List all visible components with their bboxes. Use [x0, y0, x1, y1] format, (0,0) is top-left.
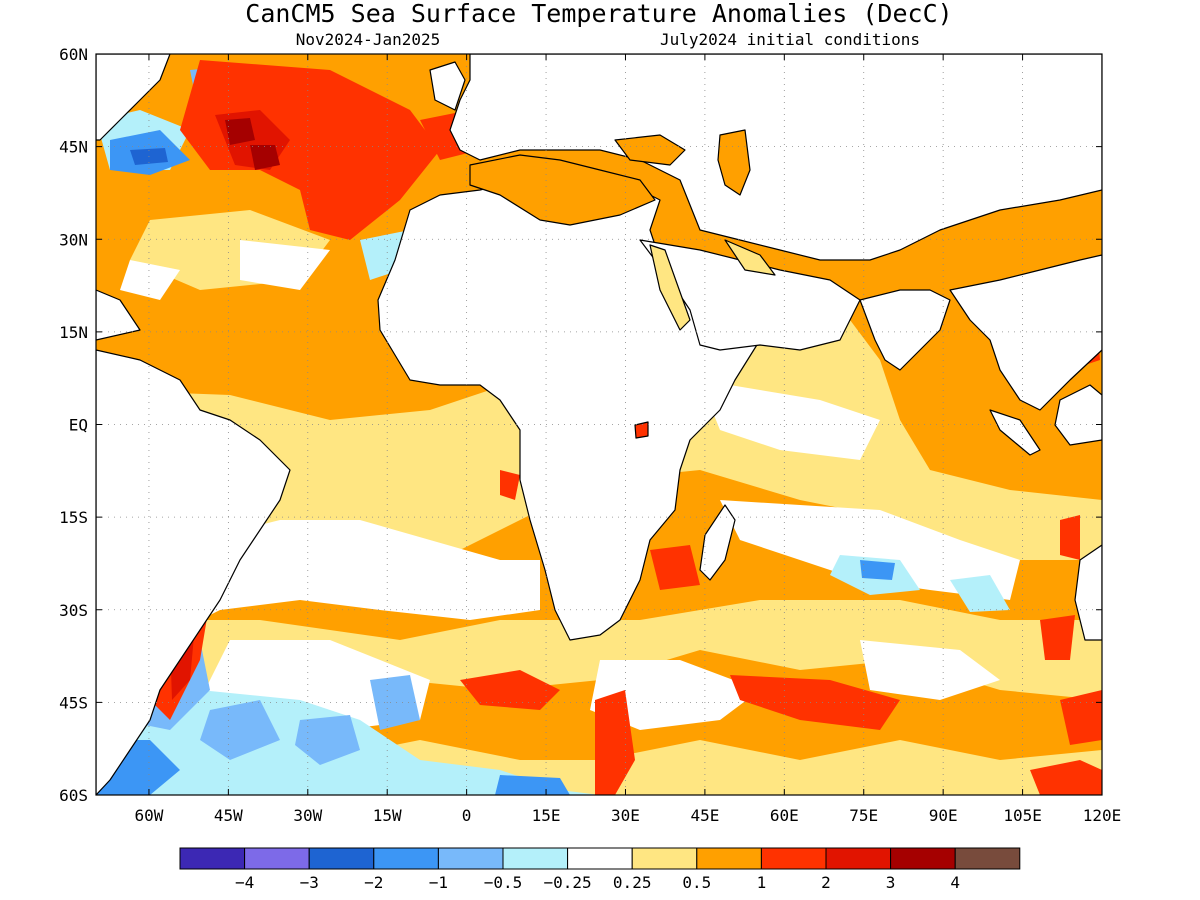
y-tick-label: 45N	[59, 138, 88, 157]
colorbar-swatch	[696, 847, 762, 870]
colorbar-swatch	[308, 847, 375, 870]
colorbar-label: −0.5	[484, 873, 523, 892]
colorbar-swatch	[373, 847, 439, 870]
north-america-landmass	[96, 54, 171, 141]
x-tick-label: 15W	[373, 806, 402, 825]
x-tick-label: 90E	[929, 806, 958, 825]
x-tick-label: 30W	[293, 806, 322, 825]
colorbar-swatch	[567, 847, 633, 870]
x-tick-label: 0	[462, 806, 472, 825]
australia-landmass	[1074, 544, 1102, 641]
colorbar-swatch	[890, 847, 956, 870]
x-tick-label: 45W	[214, 806, 243, 825]
y-tick-label: 30S	[59, 601, 88, 620]
longitude-axis: 60W 45W 30W 15W 0 15E 30E 45E 60E 75E 90E 105E 120E	[134, 54, 1121, 825]
y-tick-label: 60N	[59, 45, 88, 64]
lake-victoria	[634, 421, 649, 439]
colorbar-swatch	[437, 847, 504, 870]
x-tick-label: 30E	[611, 806, 640, 825]
colorbar-label: 0.5	[682, 873, 711, 892]
colorbar-label: 4	[950, 873, 960, 892]
x-tick-label: 15E	[532, 806, 561, 825]
x-tick-label: 75E	[849, 806, 878, 825]
colorbar-label: 1	[757, 873, 767, 892]
colorbar-swatch	[502, 847, 569, 870]
colorbar-legend: −4 −3 −2 −1 −0.5 −0.25 0.25 0.5 1 2 3 4	[179, 847, 1021, 892]
x-tick-label: 45E	[690, 806, 719, 825]
southeast-asia-landmass	[949, 254, 1102, 411]
x-tick-label: 60W	[134, 806, 163, 825]
y-tick-label: 15N	[59, 323, 88, 342]
plot-area	[96, 54, 1102, 795]
colorbar-label: 2	[821, 873, 831, 892]
europe-asia-north-landmass	[449, 54, 1102, 261]
colorbar-label: −3	[300, 873, 319, 892]
y-tick-label: 30N	[59, 230, 88, 249]
colorbar-label: 3	[886, 873, 896, 892]
x-tick-label: 60E	[770, 806, 799, 825]
y-tick-label: 45S	[59, 693, 88, 712]
colorbar-swatch	[631, 847, 698, 870]
colorbar-swatch	[760, 847, 827, 870]
latitude-axis: 60N 45N 30N 15N EQ 15S 30S 45S 60S	[59, 45, 1102, 805]
colorbar-swatch	[954, 847, 1021, 870]
initial-conditions-label: July2024 initial conditions	[660, 30, 920, 49]
forecast-period-label: Nov2024-Jan2025	[296, 30, 441, 49]
india-landmass	[859, 289, 951, 371]
x-tick-label: 105E	[1003, 806, 1042, 825]
colorbar-label: −1	[429, 873, 448, 892]
y-tick-label: 15S	[59, 508, 88, 527]
colorbar-label: −4	[235, 873, 254, 892]
south-america-landmass	[96, 349, 291, 795]
colorbar-swatch	[244, 847, 310, 870]
colorbar-label: 0.25	[613, 873, 652, 892]
x-tick-label: 120E	[1083, 806, 1122, 825]
sumatra-landmass	[989, 409, 1041, 456]
borneo-landmass	[1054, 384, 1102, 446]
colorbar-swatch	[825, 847, 892, 870]
colorbar-label: −0.25	[544, 873, 592, 892]
land-masses	[96, 54, 1102, 795]
north-america-southeast-landmass	[96, 289, 141, 341]
black-sea	[614, 134, 686, 166]
map-title: CanCM5 Sea Surface Temperature Anomalies…	[245, 0, 952, 28]
y-tick-label: 60S	[59, 786, 88, 805]
british-isles-landmass	[429, 61, 466, 111]
y-tick-label: EQ	[69, 416, 88, 435]
red-sea	[649, 244, 691, 331]
mediterranean-sea	[469, 154, 656, 226]
colorbar-label: −2	[364, 873, 383, 892]
persian-gulf	[724, 239, 776, 276]
colorbar-swatch	[179, 847, 246, 870]
